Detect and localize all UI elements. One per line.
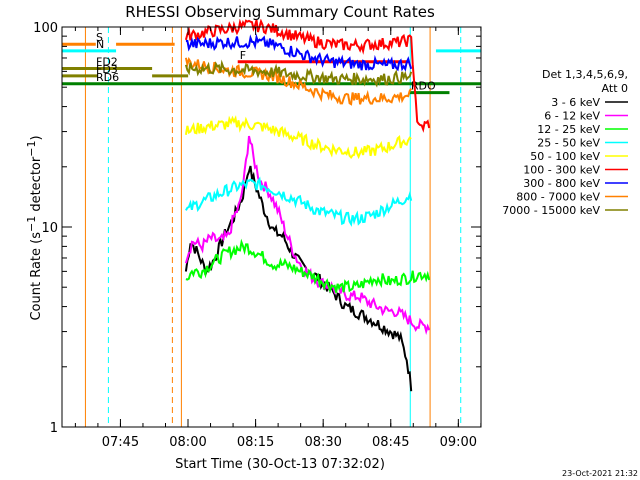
y-axis-label-end: ) bbox=[29, 135, 44, 140]
legend-label-3: 25 - 50 keV bbox=[537, 137, 600, 150]
flag-label-rd6: RD6 bbox=[96, 71, 119, 84]
chart-title: RHESSI Observing Summary Count Rates bbox=[125, 3, 435, 21]
x-tick-label-4: 08:45 bbox=[372, 435, 409, 450]
legend-header-2: Att 0 bbox=[602, 82, 628, 95]
legend-label-8: 7000 - 15000 keV bbox=[502, 204, 600, 217]
y-tick-label-0: 1 bbox=[50, 421, 58, 436]
y-tick-label-1: 10 bbox=[41, 221, 58, 236]
x-tick-label-5: 09:00 bbox=[440, 435, 477, 450]
y-axis-label-main: Count Rate (s bbox=[29, 232, 44, 321]
x-axis-label: Start Time (30-Oct-13 07:32:02) bbox=[175, 457, 385, 472]
series-line-3 bbox=[185, 176, 413, 227]
y-axis-label-sup1: −1 bbox=[25, 216, 38, 232]
vertical-markers bbox=[84, 27, 462, 427]
y-tick-label-2: 100 bbox=[33, 21, 58, 36]
legend-label-0: 3 - 6 keV bbox=[551, 96, 600, 109]
legend-header-1: Det 1,3,4,5,6,9, bbox=[542, 68, 628, 81]
y-axis-label-mid: detector bbox=[29, 156, 44, 216]
y-axis-label: Count Rate (s−1 detector−1) bbox=[25, 135, 44, 320]
flag-label-n: N bbox=[96, 38, 104, 51]
series-line-1 bbox=[184, 135, 431, 335]
series-line-7 bbox=[184, 56, 413, 106]
x-tick-label-2: 08:15 bbox=[237, 435, 274, 450]
y-axis-label-sup2: −1 bbox=[25, 141, 38, 157]
series-line-6 bbox=[185, 33, 413, 72]
series-line-5 bbox=[184, 19, 431, 133]
timestamp: 23-Oct-2021 21:32 bbox=[562, 469, 638, 478]
series-line-4 bbox=[184, 115, 412, 160]
legend-label-7: 800 - 7000 keV bbox=[516, 191, 600, 204]
flag-label-rdo: RDO bbox=[411, 80, 436, 93]
legend-label-1: 6 - 12 keV bbox=[544, 110, 600, 123]
flag-label-s: S bbox=[96, 31, 103, 44]
flag-label-f: F bbox=[240, 49, 246, 62]
x-tick-label-0: 07:45 bbox=[102, 435, 139, 450]
flag-label-fd3: FD3 bbox=[96, 63, 118, 76]
legend-label-6: 300 - 800 keV bbox=[523, 177, 600, 190]
series-lines bbox=[184, 19, 431, 392]
x-tick-label-3: 08:30 bbox=[304, 435, 341, 450]
legend-label-5: 100 - 300 keV bbox=[523, 164, 600, 177]
x-tick-label-1: 08:00 bbox=[169, 435, 206, 450]
plot-axes: 1 10 100 07:45 08:00 08:15 08:30 08:45 09:00 bbox=[33, 21, 482, 450]
flag-label-fd2: FD2 bbox=[96, 56, 118, 69]
series-line-8 bbox=[184, 59, 413, 88]
legend-label-4: 50 - 100 keV bbox=[530, 150, 600, 163]
series-line-2 bbox=[185, 238, 431, 294]
legend-label-2: 12 - 25 keV bbox=[537, 123, 600, 136]
